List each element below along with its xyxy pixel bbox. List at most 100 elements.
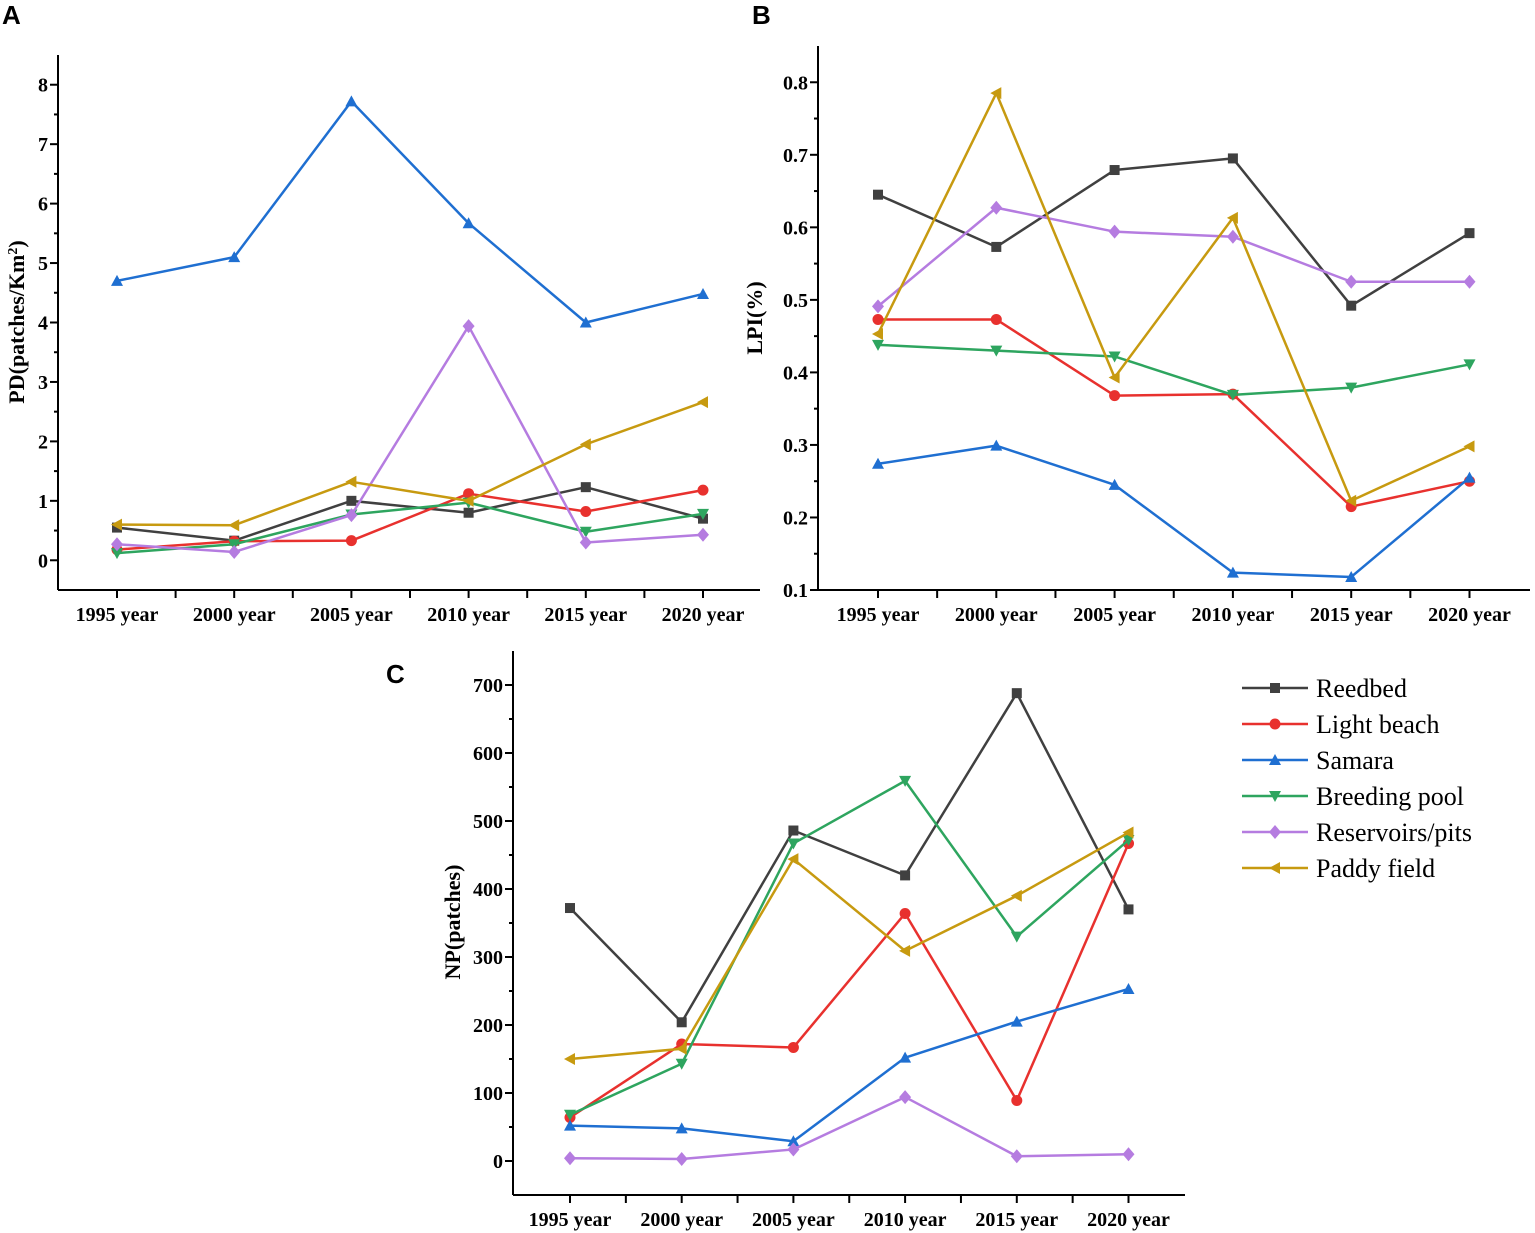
panel-a-point-reservoirs-pits — [345, 508, 358, 523]
panel-b-line-reedbed — [877, 157, 1471, 307]
panel-c-line-reservoirs-pits — [569, 1095, 1129, 1161]
panel-b-point-reedbed — [1464, 228, 1475, 239]
panel-a-ytick-label: 6 — [38, 194, 48, 216]
panel-a-ytick-label: 2 — [38, 431, 48, 453]
panel-a-point-paddy-field — [579, 438, 591, 451]
panel-c-line-samara — [569, 987, 1129, 1143]
panel-c-point-reedbed — [900, 870, 911, 881]
legend-marker — [1269, 825, 1281, 839]
panel-a-xtick-label: 2015 year — [544, 604, 627, 626]
panel-c-point-reservoirs-pits — [1122, 1147, 1135, 1162]
legend-label: Paddy field — [1316, 854, 1435, 883]
panel-letter-a: A — [2, 0, 21, 30]
panel-c-point-paddy-field — [1010, 889, 1022, 902]
panel-b-line-reservoirs-pits — [877, 206, 1470, 308]
panel-a-series-light-beach — [111, 484, 709, 556]
panel-b-point-reservoirs-pits — [1345, 274, 1358, 289]
legend-marker — [1270, 683, 1280, 693]
panel-a-point-samara — [579, 316, 592, 328]
panel-c-plot — [564, 688, 1135, 1166]
panel-b-xtick-label: 2005 year — [1073, 604, 1156, 626]
panel-a-ytick-label: 1 — [38, 491, 48, 513]
panel-c-point-samara — [899, 1051, 912, 1063]
panel-a-point-samara — [462, 217, 475, 229]
panel-a-line-reservoirs-pits — [116, 324, 704, 554]
panel-a-xtick-label: 1995 year — [76, 604, 159, 626]
panel-a-point-reservoirs-pits — [579, 535, 592, 550]
panel-b-series-reservoirs-pits — [872, 200, 1476, 314]
panel-a-ytick-label: 8 — [38, 75, 48, 97]
panel-c-point-reservoirs-pits — [787, 1142, 800, 1157]
panel-letter-b: B — [752, 0, 771, 30]
panel-a-ylabel: PD(patches/Km2) — [4, 240, 29, 403]
panel-b-point-light-beach — [1109, 390, 1121, 402]
panel-b-ytick-label: 0.4 — [783, 362, 808, 384]
panel-c-ytick-label: 600 — [473, 743, 503, 765]
panel-c-point-samara — [564, 1119, 576, 1131]
panel-c-point-reservoirs-pits — [675, 1151, 688, 1166]
panel-a-point-breeding-pool — [228, 539, 241, 551]
panel-c-line-paddy-field — [569, 831, 1130, 1061]
panel-c-point-breeding-pool — [787, 838, 800, 850]
panel-c-point-paddy-field — [787, 853, 799, 866]
legend-item-samara: Samara — [1242, 746, 1394, 775]
panel-a-ytick-label: 5 — [38, 253, 48, 275]
panel-a-point-reservoirs-pits — [228, 544, 241, 559]
panel-b-point-reservoirs-pits — [872, 299, 884, 314]
panel-a-point-reservoirs-pits — [111, 537, 123, 552]
panel-a-plot — [111, 95, 709, 560]
panel-a-line-light-beach — [116, 488, 704, 551]
panel-b-point-reedbed — [1109, 165, 1120, 176]
panel-b-point-paddy-field — [1108, 371, 1120, 384]
panel-c-point-breeding-pool — [564, 1109, 576, 1121]
panel-c-xtick-label: 2015 year — [975, 1209, 1058, 1231]
legend-marker — [1269, 754, 1281, 765]
panel-b-point-reservoirs-pits — [1226, 229, 1239, 244]
panel-b-ylabel: LPI(%) — [742, 281, 767, 354]
legend-item-light-beach: Light beach — [1242, 710, 1439, 739]
panel-c-ytick-label: 0 — [493, 1151, 503, 1173]
panel-b-point-paddy-field — [872, 327, 883, 340]
panel-c-xtick-label: 2010 year — [864, 1209, 947, 1231]
panel-b-point-samara — [1345, 570, 1358, 582]
panel-b-point-paddy-field — [1463, 440, 1475, 453]
panel-b-point-samara — [872, 457, 884, 469]
panel-c-ytick-label: 100 — [473, 1083, 503, 1105]
panel-a-point-paddy-field — [111, 518, 122, 531]
panel-a-series-paddy-field — [111, 396, 708, 532]
panel-a-point-reservoirs-pits — [462, 319, 475, 334]
legend-item-reservoirs-pits: Reservoirs/pits — [1242, 818, 1472, 847]
panel-b-axes: 0.1 0.2 0.3 0.4 0.5 0.6 0.7 0.8 1995 year 2000 ye… — [783, 46, 1530, 626]
panel-c-point-samara — [675, 1122, 688, 1134]
panel-b-point-reservoirs-pits — [990, 200, 1003, 215]
legend-marker — [1269, 862, 1280, 874]
legend-label: Reservoirs/pits — [1316, 818, 1472, 847]
panel-b-xtick-label: 2015 year — [1310, 604, 1393, 626]
panel-b-point-breeding-pool — [1226, 389, 1239, 401]
panel-c-point-reservoirs-pits — [1010, 1149, 1023, 1164]
panel-b-point-breeding-pool — [1108, 351, 1121, 363]
panel-a-xtick-label: 2010 year — [427, 604, 510, 626]
panel-a-point-paddy-field — [345, 475, 357, 488]
panel-c-point-breeding-pool — [1122, 835, 1135, 847]
panel-a-point-breeding-pool — [579, 526, 592, 538]
panel-c-point-paddy-field — [675, 1042, 687, 1055]
panel-a-point-samara — [345, 95, 358, 107]
panel-b-point-paddy-field — [1345, 494, 1357, 507]
panel-a-xtick-label: 2020 year — [662, 604, 745, 626]
panel-c-point-reedbed — [676, 1017, 687, 1028]
panel-c-point-reservoirs-pits — [564, 1151, 576, 1166]
legend-marker — [1269, 791, 1281, 802]
panel-b-series-samara — [872, 439, 1476, 582]
panel-a-point-breeding-pool — [697, 508, 709, 520]
panel-c-point-breeding-pool — [675, 1058, 688, 1070]
panel-c-point-breeding-pool — [1010, 931, 1023, 943]
panel-c-ytick-label: 300 — [473, 947, 503, 969]
panel-a-ytick-label: 4 — [38, 313, 48, 335]
panel-a-point-reedbed — [580, 482, 591, 493]
panel-c-ytick-label: 400 — [473, 879, 503, 901]
panel-a-line-samara — [116, 100, 704, 324]
panel-c-point-reedbed — [788, 825, 799, 836]
panel-b-point-reedbed — [991, 241, 1002, 252]
panel-b-point-light-beach — [990, 313, 1002, 325]
